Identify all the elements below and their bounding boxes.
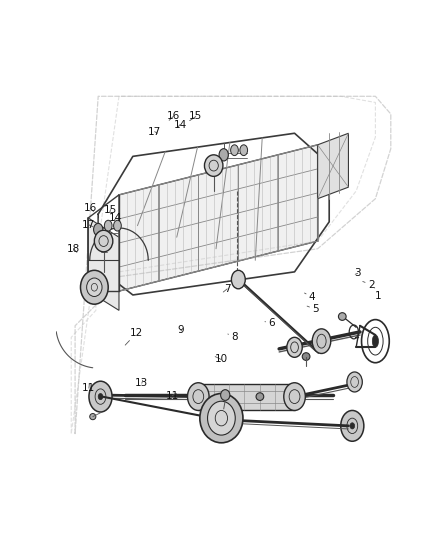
Ellipse shape <box>240 145 247 156</box>
Text: 16: 16 <box>166 111 180 122</box>
Text: 2: 2 <box>363 280 374 290</box>
Text: 17: 17 <box>148 127 161 136</box>
Ellipse shape <box>113 220 121 231</box>
Text: 1: 1 <box>374 288 381 301</box>
Text: 9: 9 <box>177 325 184 335</box>
Ellipse shape <box>372 335 378 348</box>
Ellipse shape <box>231 145 238 156</box>
Text: 6: 6 <box>265 318 275 327</box>
Text: 16: 16 <box>84 204 97 213</box>
Polygon shape <box>88 218 119 310</box>
Text: 14: 14 <box>173 120 187 130</box>
Ellipse shape <box>256 393 264 400</box>
Ellipse shape <box>284 383 305 410</box>
Text: 13: 13 <box>135 378 148 388</box>
Ellipse shape <box>94 223 103 236</box>
Ellipse shape <box>350 423 355 429</box>
Polygon shape <box>119 145 318 291</box>
Ellipse shape <box>287 337 302 357</box>
Ellipse shape <box>94 230 113 252</box>
Ellipse shape <box>339 313 346 320</box>
Ellipse shape <box>104 220 112 231</box>
Ellipse shape <box>208 401 235 435</box>
Ellipse shape <box>219 149 228 161</box>
Text: 7: 7 <box>223 284 230 294</box>
Text: 15: 15 <box>104 205 117 215</box>
Text: 17: 17 <box>82 220 95 230</box>
Text: 12: 12 <box>125 328 143 345</box>
Text: 3: 3 <box>354 268 361 278</box>
Text: 5: 5 <box>307 304 319 314</box>
Text: 18: 18 <box>67 244 80 254</box>
Ellipse shape <box>347 372 362 392</box>
Ellipse shape <box>221 390 230 400</box>
Text: 4: 4 <box>304 292 315 302</box>
Text: 8: 8 <box>228 332 238 342</box>
Ellipse shape <box>205 155 223 176</box>
Polygon shape <box>318 133 349 199</box>
Ellipse shape <box>90 414 96 419</box>
Ellipse shape <box>87 278 102 296</box>
Text: 11: 11 <box>82 383 95 393</box>
Ellipse shape <box>200 393 243 443</box>
Polygon shape <box>198 384 294 410</box>
Text: 10: 10 <box>215 354 228 365</box>
Ellipse shape <box>98 393 103 400</box>
Ellipse shape <box>302 353 310 360</box>
Ellipse shape <box>187 383 209 410</box>
Text: 15: 15 <box>189 111 202 122</box>
Text: 11: 11 <box>166 391 179 401</box>
Ellipse shape <box>89 381 112 412</box>
Ellipse shape <box>81 270 108 304</box>
Text: 14: 14 <box>109 213 123 223</box>
Ellipse shape <box>231 270 245 289</box>
Ellipse shape <box>312 329 331 353</box>
Ellipse shape <box>341 410 364 441</box>
